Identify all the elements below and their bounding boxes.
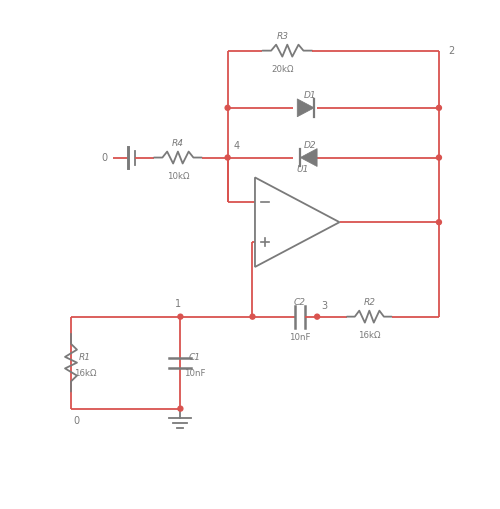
Text: 0: 0	[102, 153, 107, 162]
Circle shape	[178, 406, 183, 411]
Circle shape	[436, 220, 442, 224]
Text: R4: R4	[172, 139, 184, 148]
Text: 4: 4	[234, 140, 239, 151]
Circle shape	[250, 314, 255, 319]
Circle shape	[225, 155, 230, 160]
Text: 10nF: 10nF	[289, 333, 310, 342]
Text: 1: 1	[175, 299, 181, 309]
Text: C2: C2	[294, 298, 306, 307]
Text: R1: R1	[79, 353, 91, 362]
Circle shape	[314, 314, 320, 319]
Circle shape	[225, 105, 230, 110]
Polygon shape	[297, 99, 314, 117]
Text: 16kΩ: 16kΩ	[358, 331, 380, 340]
Text: U1: U1	[296, 165, 308, 175]
Text: R3: R3	[276, 32, 288, 41]
Text: 10kΩ: 10kΩ	[166, 172, 189, 181]
Text: 10nF: 10nF	[184, 369, 205, 378]
Circle shape	[178, 314, 183, 319]
Text: 0: 0	[73, 416, 79, 426]
Text: 16kΩ: 16kΩ	[74, 369, 96, 378]
Circle shape	[436, 105, 442, 110]
Text: D2: D2	[304, 140, 316, 150]
Text: 20kΩ: 20kΩ	[271, 65, 293, 74]
Text: 2: 2	[448, 46, 454, 55]
Text: R2: R2	[364, 298, 376, 307]
Text: 3: 3	[322, 301, 328, 310]
Text: D1: D1	[304, 91, 316, 100]
Text: C1: C1	[188, 353, 200, 362]
Polygon shape	[300, 149, 317, 166]
Circle shape	[436, 155, 442, 160]
